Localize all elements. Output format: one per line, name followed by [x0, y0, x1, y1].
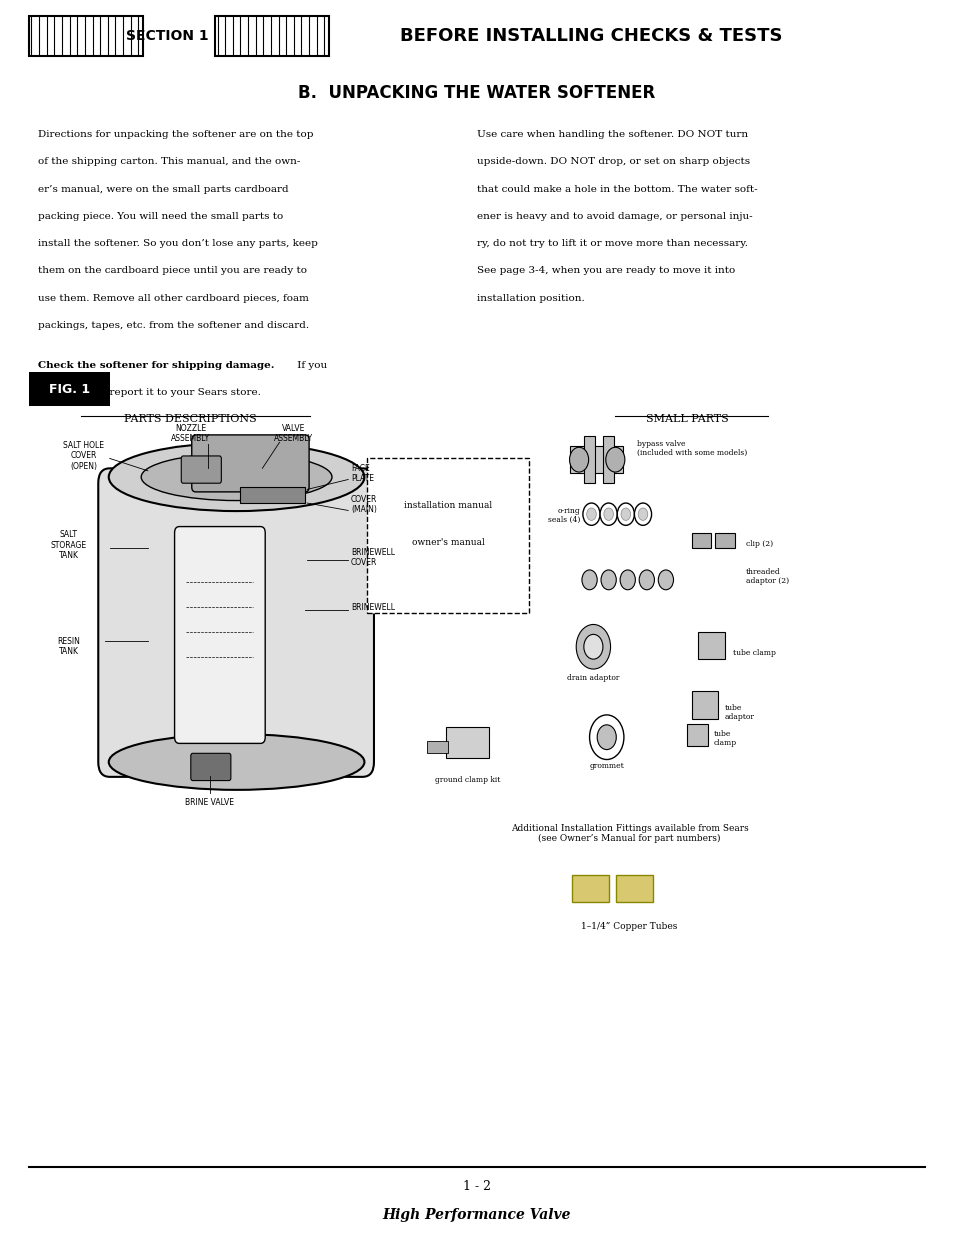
Text: FIG. 1: FIG. 1: [49, 383, 91, 395]
FancyBboxPatch shape: [181, 456, 221, 483]
Bar: [691, 691, 718, 719]
Bar: [698, 632, 724, 659]
Text: BRINE VALVE: BRINE VALVE: [185, 798, 234, 808]
Text: If you: If you: [294, 361, 327, 369]
Text: owner's manual: owner's manual: [412, 538, 484, 548]
Bar: [446, 727, 489, 758]
Bar: [686, 724, 707, 746]
Text: SECTION 1: SECTION 1: [126, 28, 208, 43]
Text: SMALL PARTS: SMALL PARTS: [645, 414, 727, 424]
FancyBboxPatch shape: [240, 487, 305, 503]
Ellipse shape: [109, 733, 364, 790]
Circle shape: [586, 508, 596, 520]
FancyBboxPatch shape: [29, 372, 110, 406]
Text: BRINEWELL: BRINEWELL: [351, 602, 395, 612]
Text: ry, do not try to lift it or move more than necessary.: ry, do not try to lift it or move more t…: [476, 239, 747, 248]
FancyBboxPatch shape: [29, 16, 143, 56]
Text: VALVE
ASSEMBLY: VALVE ASSEMBLY: [274, 424, 314, 444]
Circle shape: [597, 725, 616, 750]
Text: Use care when handling the softener. DO NOT turn: Use care when handling the softener. DO …: [476, 130, 747, 139]
Bar: [616, 875, 652, 902]
Text: 1 - 2: 1 - 2: [462, 1180, 491, 1192]
FancyBboxPatch shape: [192, 435, 309, 492]
Text: PARTS DESCRIPTIONS: PARTS DESCRIPTIONS: [124, 414, 257, 424]
Text: packings, tapes, etc. from the softener and discard.: packings, tapes, etc. from the softener …: [38, 321, 309, 330]
Circle shape: [605, 447, 624, 472]
Text: grommet: grommet: [589, 762, 623, 769]
Text: Additional Installation Fittings available from Sears
(see Owner’s Manual for pa: Additional Installation Fittings availab…: [510, 824, 748, 844]
Bar: [427, 741, 448, 753]
Text: BRINEWELL
COVER: BRINEWELL COVER: [351, 548, 395, 567]
Circle shape: [620, 508, 630, 520]
Circle shape: [582, 503, 599, 525]
Text: ground clamp kit: ground clamp kit: [435, 776, 499, 783]
Text: High Performance Valve: High Performance Valve: [382, 1208, 571, 1222]
Text: installation position.: installation position.: [476, 294, 584, 302]
Text: SALT
STORAGE
TANK: SALT STORAGE TANK: [51, 530, 87, 560]
Bar: [691, 533, 710, 548]
Text: installation manual: installation manual: [404, 501, 492, 510]
Text: ener is heavy and to avoid damage, or personal inju-: ener is heavy and to avoid damage, or pe…: [476, 212, 752, 221]
Ellipse shape: [109, 444, 364, 512]
Circle shape: [599, 503, 617, 525]
Text: use them. Remove all other cardboard pieces, foam: use them. Remove all other cardboard pie…: [38, 294, 309, 302]
Ellipse shape: [141, 453, 332, 501]
Circle shape: [600, 570, 616, 590]
Bar: [570, 446, 622, 473]
Circle shape: [639, 570, 654, 590]
Bar: [715, 533, 734, 548]
FancyBboxPatch shape: [367, 458, 529, 613]
Circle shape: [638, 508, 647, 520]
Bar: [602, 436, 614, 483]
Text: o-ring
seals (4): o-ring seals (4): [547, 507, 579, 524]
Text: bypass valve
(included with some models): bypass valve (included with some models): [637, 440, 747, 457]
Text: tube
adaptor: tube adaptor: [724, 704, 754, 721]
Text: Check the softener for shipping damage.: Check the softener for shipping damage.: [38, 361, 274, 369]
Text: them on the cardboard piece until you are ready to: them on the cardboard piece until you ar…: [38, 266, 307, 275]
Text: clip (2): clip (2): [745, 540, 772, 548]
Circle shape: [617, 503, 634, 525]
Text: SALT HOLE
COVER
(OPEN): SALT HOLE COVER (OPEN): [64, 441, 104, 471]
Text: FACE
PLATE: FACE PLATE: [351, 463, 374, 483]
Text: BEFORE INSTALLING CHECKS & TESTS: BEFORE INSTALLING CHECKS & TESTS: [400, 27, 781, 45]
Text: upside-down. DO NOT drop, or set on sharp objects: upside-down. DO NOT drop, or set on shar…: [476, 157, 749, 166]
Text: of the shipping carton. This manual, and the own-: of the shipping carton. This manual, and…: [38, 157, 300, 166]
Text: See page 3-4, when you are ready to move it into: See page 3-4, when you are ready to move…: [476, 266, 735, 275]
FancyBboxPatch shape: [174, 527, 265, 743]
Text: RESIN
TANK: RESIN TANK: [57, 637, 80, 657]
Text: 1–1/4” Copper Tubes: 1–1/4” Copper Tubes: [580, 922, 678, 930]
Circle shape: [603, 508, 613, 520]
Bar: [583, 436, 595, 483]
Text: threaded
adaptor (2): threaded adaptor (2): [745, 567, 788, 585]
FancyBboxPatch shape: [214, 16, 329, 56]
Text: find damage, report it to your Sears store.: find damage, report it to your Sears sto…: [38, 388, 261, 396]
Circle shape: [658, 570, 673, 590]
Bar: [572, 875, 608, 902]
Circle shape: [576, 624, 610, 669]
Text: COVER
(MAIN): COVER (MAIN): [351, 494, 377, 514]
Circle shape: [589, 715, 623, 760]
Circle shape: [619, 570, 635, 590]
Circle shape: [569, 447, 588, 472]
Text: er’s manual, were on the small parts cardboard: er’s manual, were on the small parts car…: [38, 185, 289, 193]
Text: that could make a hole in the bottom. The water soft-: that could make a hole in the bottom. Th…: [476, 185, 757, 193]
Circle shape: [634, 503, 651, 525]
Text: NOZZLE
ASSEMBLY: NOZZLE ASSEMBLY: [171, 424, 211, 444]
Text: tube clamp: tube clamp: [732, 649, 775, 657]
Text: packing piece. You will need the small parts to: packing piece. You will need the small p…: [38, 212, 283, 221]
Circle shape: [581, 570, 597, 590]
Text: B.  UNPACKING THE WATER SOFTENER: B. UNPACKING THE WATER SOFTENER: [298, 84, 655, 102]
Text: tube
clamp: tube clamp: [713, 730, 736, 747]
Text: Directions for unpacking the softener are on the top: Directions for unpacking the softener ar…: [38, 130, 314, 139]
Text: install the softener. So you don’t lose any parts, keep: install the softener. So you don’t lose …: [38, 239, 317, 248]
Circle shape: [583, 634, 602, 659]
FancyBboxPatch shape: [191, 753, 231, 781]
FancyBboxPatch shape: [98, 468, 374, 777]
Text: drain adaptor: drain adaptor: [567, 674, 618, 681]
